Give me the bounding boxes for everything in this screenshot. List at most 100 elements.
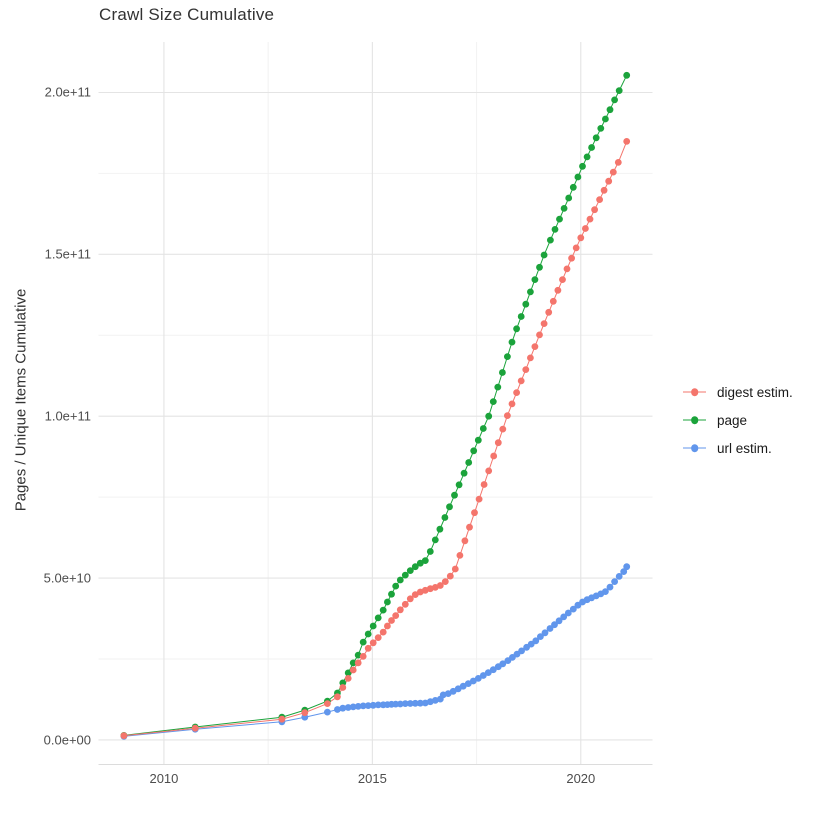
data-point-page [611,96,618,104]
legend-key-dot [690,388,699,396]
data-point-page [556,215,563,223]
data-point-digest-estim- [374,634,382,641]
data-point-page [384,598,391,606]
data-point-digest-estim- [339,684,347,691]
data-point-digest-estim- [456,552,464,559]
data-point-page [411,563,419,571]
data-point-digest-estim- [354,659,362,667]
data-point-page [560,205,568,212]
data-point-digest-estim- [480,481,488,488]
data-point-page [569,183,577,191]
data-point-url-estim- [537,633,544,640]
data-point-digest-estim- [577,234,585,242]
data-point-url-estim- [546,625,554,632]
legend-item-digest-estim-: digest estim. [683,382,793,402]
data-point-page [588,144,595,151]
data-point-url-estim- [459,682,467,690]
data-point-url-estim- [469,677,477,685]
data-point-page [574,173,582,181]
data-point-page [540,251,548,259]
data-point-digest-estim- [475,495,483,503]
data-point-url-estim- [479,672,487,679]
x-tick-label: 2010 [149,771,179,786]
x-tick-label: 2015 [357,771,387,786]
series-line-digest-estim- [123,141,628,737]
y-tick-label: 1.0e+11 [44,408,91,424]
data-point-digest-estim- [614,159,622,166]
data-point-digest-estim- [609,168,617,176]
data-point-page [547,236,554,244]
data-point-digest-estim- [446,572,454,580]
data-point-digest-estim- [600,186,608,194]
data-point-url-estim- [454,685,462,693]
data-point-digest-estim- [563,265,571,273]
data-point-url-estim- [606,583,614,591]
data-point-page [602,115,609,123]
y-tick-label: 2.0e+11 [44,84,91,100]
data-point-page [396,576,404,584]
data-point-url-estim- [464,680,472,687]
data-point-digest-estim- [364,644,372,652]
data-point-page [522,300,530,308]
data-point-url-estim- [359,702,367,710]
data-point-page [446,503,453,511]
data-point-url-estim- [339,704,347,712]
data-point-page [527,288,534,296]
data-point-page [504,353,511,360]
x-tick-label: 2020 [566,771,596,786]
data-point-url-estim- [401,700,409,707]
data-point-page [592,134,600,142]
data-point-page [364,630,372,638]
data-point-digest-estim- [485,467,493,475]
data-point-digest-estim- [554,286,562,294]
legend-item-page: page [683,410,793,430]
legend-key-icon [683,382,706,402]
data-point-page [474,436,482,444]
data-point-page [359,638,367,646]
data-point-digest-estim- [572,244,580,252]
data-point-digest-estim- [396,606,404,614]
data-point-digest-estim- [504,412,511,419]
data-point-url-estim- [324,708,331,716]
data-point-digest-estim- [568,254,575,262]
y-tick-label: 5.0e+10 [43,570,91,586]
data-point-url-estim- [369,701,377,709]
data-point-url-estim- [564,609,572,617]
data-point-digest-estim- [191,724,199,732]
data-point-page [369,622,377,630]
data-point-page [470,447,478,455]
data-point-url-estim- [349,703,357,711]
data-point-url-estim- [411,699,419,707]
data-point-url-estim- [569,605,577,613]
data-point-url-estim- [611,578,618,585]
data-point-url-estim- [334,706,341,713]
data-point-digest-estim- [596,196,603,204]
data-point-page [441,514,449,521]
data-point-digest-estim- [349,666,357,674]
data-point-url-estim- [541,629,549,637]
data-point-digest-estim- [531,343,539,350]
legend-key-icon [683,438,706,458]
data-point-digest-estim- [120,732,128,740]
data-point-digest-estim- [490,452,498,460]
data-point-digest-estim- [549,297,557,305]
legend-key-dot [690,416,699,424]
legend: digest estim. page url estim. [683,382,793,458]
data-point-url-estim- [406,700,414,707]
data-point-digest-estim- [392,612,400,619]
data-point-page [426,548,434,555]
data-point-page [579,162,586,170]
data-point-digest-estim- [499,425,507,433]
data-point-digest-estim- [384,622,391,630]
data-point-digest-estim- [401,600,409,608]
data-point-digest-estim- [451,565,459,573]
data-point-page [513,325,520,333]
data-point-page [565,194,573,202]
data-point-page [536,263,543,271]
data-point-page [479,425,487,432]
data-point-url-estim- [620,568,628,575]
data-point-digest-estim- [344,675,352,682]
data-point-page [455,481,463,489]
data-point-page [392,582,400,590]
